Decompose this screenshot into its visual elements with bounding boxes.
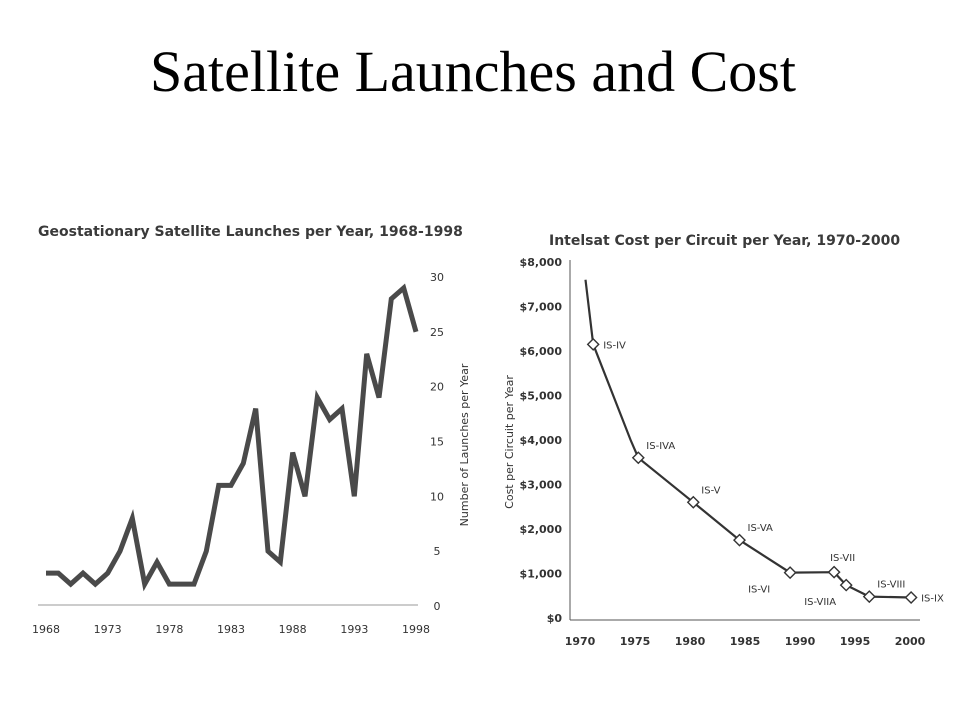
launches-x-tick-label: 1973 (94, 623, 122, 636)
launches-y-tick-label: 0 (434, 600, 441, 613)
launches-chart-title: Geostationary Satellite Launches per Yea… (38, 224, 463, 240)
launches-y-tick-label: 10 (430, 490, 444, 503)
launches-x-tick-label: 1968 (32, 623, 60, 636)
launches-y-tick-label: 20 (430, 381, 444, 394)
launches-x-tick-label: 1978 (155, 623, 183, 636)
launches-y-tick-label: 5 (434, 545, 441, 558)
launches-x-tick-label: 1988 (279, 623, 307, 636)
launches-x-tick-label: 1998 (402, 623, 430, 636)
launches-y-tick-label: 30 (430, 271, 444, 284)
launches-y-tick-label: 15 (430, 436, 444, 449)
launches-series-line (46, 283, 419, 592)
launches-x-tick-label: 1993 (340, 623, 368, 636)
launches-y-axis-label: Number of Launches per Year (458, 363, 471, 526)
launches-y-tick-label: 25 (430, 326, 444, 339)
launches-x-tick-label: 1983 (217, 623, 245, 636)
slide-title: Satellite Launches and Cost (150, 39, 796, 104)
